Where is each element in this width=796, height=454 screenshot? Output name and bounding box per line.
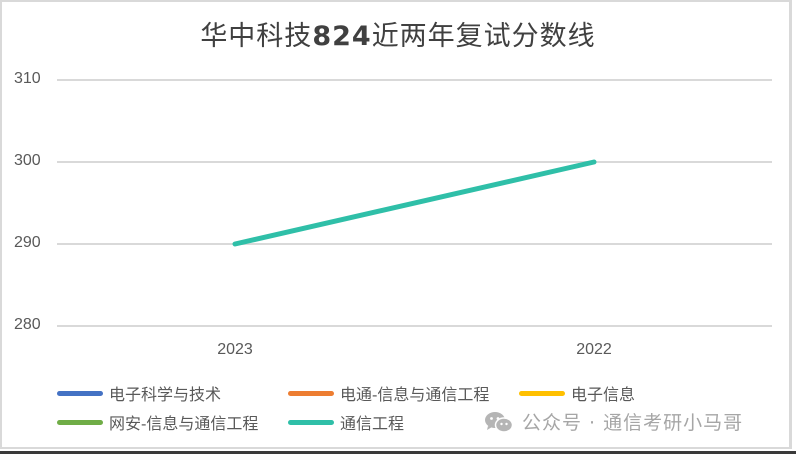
title-code: 824: [312, 21, 372, 52]
y-tick-310: 310: [14, 70, 41, 87]
bottom-edge: [0, 451, 796, 454]
legend-swatch: [288, 390, 334, 396]
legend-label: 电通-信息与通信工程: [340, 385, 490, 404]
watermark: 公众号 · 通信考研小马哥: [484, 408, 743, 435]
legend-item-diantong[interactable]: 电通-信息与通信工程: [288, 382, 489, 404]
y-tick-290: 290: [14, 234, 41, 251]
watermark-text: 公众号 · 通信考研小马哥: [522, 412, 744, 434]
legend-label: 电子科学与技术: [109, 385, 222, 404]
y-tick-280: 280: [14, 316, 41, 333]
legend-item-wangan[interactable]: 网安-信息与通信工程: [57, 411, 258, 433]
legend-item-dianzi-kexue[interactable]: 电子科学与技术: [57, 382, 221, 404]
legend-label: 电子信息: [571, 385, 636, 404]
legend-label: 通信工程: [340, 414, 405, 433]
title-suffix: 近两年复试分数线: [371, 21, 596, 52]
legend-item-tongxin-gongcheng[interactable]: 通信工程: [288, 411, 404, 433]
wechat-icon: [485, 411, 514, 433]
legend-swatch: [57, 390, 103, 396]
title-prefix: 华中科技: [200, 21, 313, 52]
y-tick-300: 300: [14, 152, 41, 169]
x-tick-2022: 2022: [576, 341, 612, 358]
legend-item-dianzi-xinxi[interactable]: 电子信息: [519, 382, 635, 404]
legend-swatch: [57, 419, 103, 425]
x-tick-2023: 2023: [217, 341, 253, 358]
legend-label: 网安-信息与通信工程: [109, 414, 259, 433]
gridlines: [57, 79, 772, 327]
legend-swatch: [288, 419, 334, 425]
legend-swatch: [519, 390, 565, 396]
series-line-tongxin-gongcheng: [232, 159, 597, 247]
chart-title: 华中科技824近两年复试分数线: [0, 14, 796, 53]
